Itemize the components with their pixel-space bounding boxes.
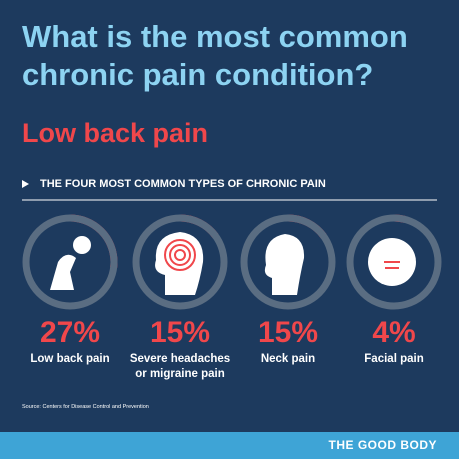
footer-bar (0, 432, 459, 459)
category-label: Facial pain (364, 353, 424, 365)
ring-track (132, 214, 228, 310)
category-label: Low back pain (30, 353, 110, 365)
subtitle: Low back pain (22, 118, 209, 148)
ring-track (240, 214, 336, 310)
icon-accents (164, 239, 400, 271)
value-label: 4% (372, 316, 416, 349)
category-label: Neck pain (260, 353, 316, 365)
brand: THE GOOD BODY (328, 438, 437, 452)
category-label: Severe headaches or migraine pain (129, 353, 231, 380)
source: Source: Centers for Disease Control and … (22, 404, 149, 410)
bullet (22, 180, 29, 188)
value-label: 15% (149, 316, 211, 349)
ring-track (346, 214, 442, 310)
ring-track (22, 214, 118, 310)
value-label: 27% (39, 316, 101, 349)
value-label: 15% (257, 316, 319, 349)
section-title: THE FOUR MOST COMMON TYPES OF CHRONIC PA… (40, 178, 326, 190)
title: What is the most common chronic pain con… (22, 19, 408, 92)
